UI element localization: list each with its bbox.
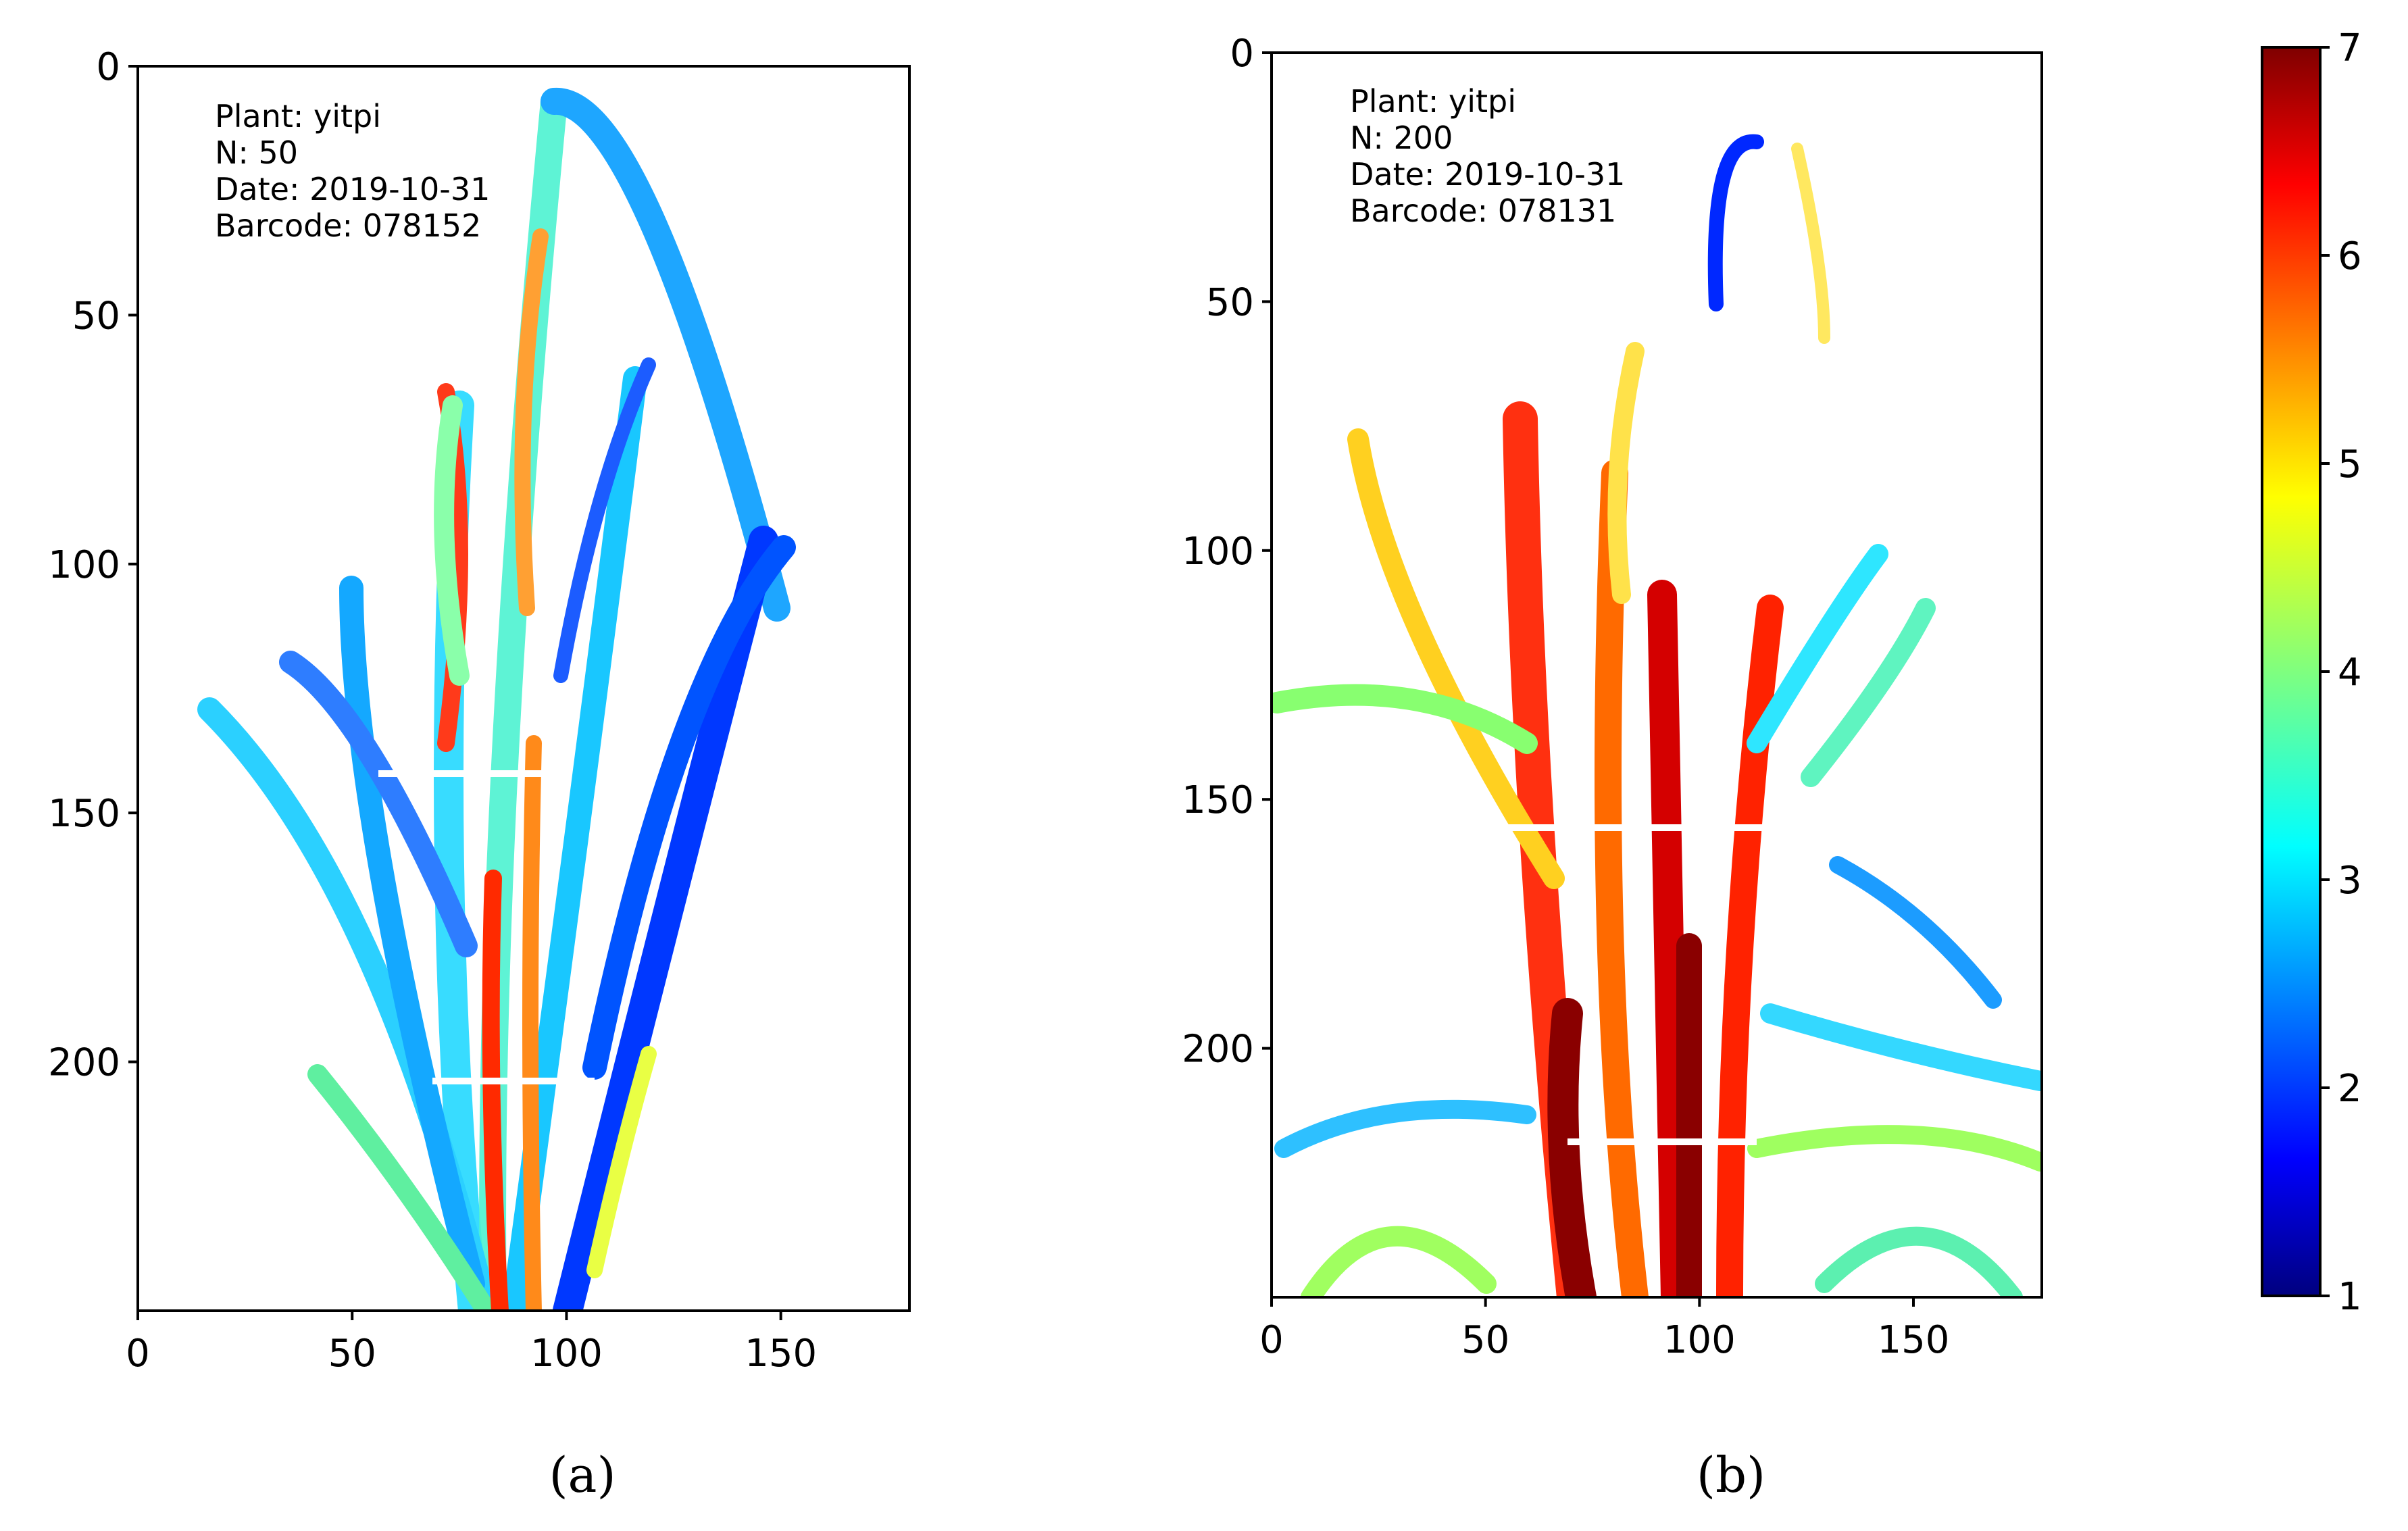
y-tick-label: 50 [1206,280,1254,324]
y-tick-label: 0 [1230,32,1254,76]
colorbar-tick-label: 5 [2338,443,2362,486]
annotation-line: Plant: yitpi [215,98,381,134]
panel-caption-b: (b) [1697,1447,1765,1503]
annotation-line: N: 50 [215,134,298,171]
axes-frame-a [136,65,911,1312]
heatmap-panel-b: Plant: yitpi N: 200 Date: 2019-10-31 Bar… [1182,32,2043,1503]
y-tick-label: 150 [1182,778,1254,822]
plant-heatmap-b [1272,134,2042,1297]
y-tick-label: 100 [1182,530,1254,574]
info-text-a: Plant: yitpi N: 50 Date: 2019-10-31 Barc… [215,98,490,244]
axes-frame-b [1270,51,2043,1299]
colorbar-tick-label: 1 [2338,1275,2362,1319]
colorbar-tick-label: 6 [2338,234,2362,278]
colorbar-tick-label: 7 [2338,26,2362,70]
x-tick-label: 0 [126,1332,150,1376]
y-tick-label: 200 [48,1041,120,1085]
plant-heatmap-a [197,87,796,1311]
y-tick-label: 200 [1182,1028,1254,1072]
annotation-line: N: 200 [1350,120,1453,156]
y-tick-label: 0 [96,45,120,89]
colorbar-tick-label: 3 [2338,859,2362,903]
x-tick-label: 150 [1878,1318,1950,1362]
y-tick-label: 50 [72,294,120,338]
panel-caption-a: (a) [549,1447,616,1503]
annotation-line: Date: 2019-10-31 [1350,156,1625,193]
annotation-line: Date: 2019-10-31 [215,171,490,207]
colorbar: 1 2 3 4 5 6 7 [2261,26,2362,1319]
colorbar-tick-label: 4 [2338,651,2362,695]
colorbar-gradient [2261,46,2322,1297]
annotation-line: Barcode: 078152 [215,207,481,244]
colorbar-tick-label: 2 [2338,1067,2362,1111]
y-tick-label: 150 [48,792,120,836]
x-tick-label: 50 [328,1332,376,1376]
info-text-b: Plant: yitpi N: 200 Date: 2019-10-31 Bar… [1350,83,1625,229]
annotation-line: Plant: yitpi [1350,83,1516,120]
x-tick-label: 0 [1259,1318,1284,1362]
annotation-line: Barcode: 078131 [1350,193,1616,229]
heatmap-panel-a: Plant: yitpi N: 50 Date: 2019-10-31 Barc… [48,45,911,1503]
y-tick-label: 100 [48,543,120,587]
x-tick-label: 100 [530,1332,603,1376]
x-tick-label: 50 [1461,1318,1509,1362]
x-tick-label: 150 [745,1332,817,1376]
x-tick-label: 100 [1663,1318,1736,1362]
